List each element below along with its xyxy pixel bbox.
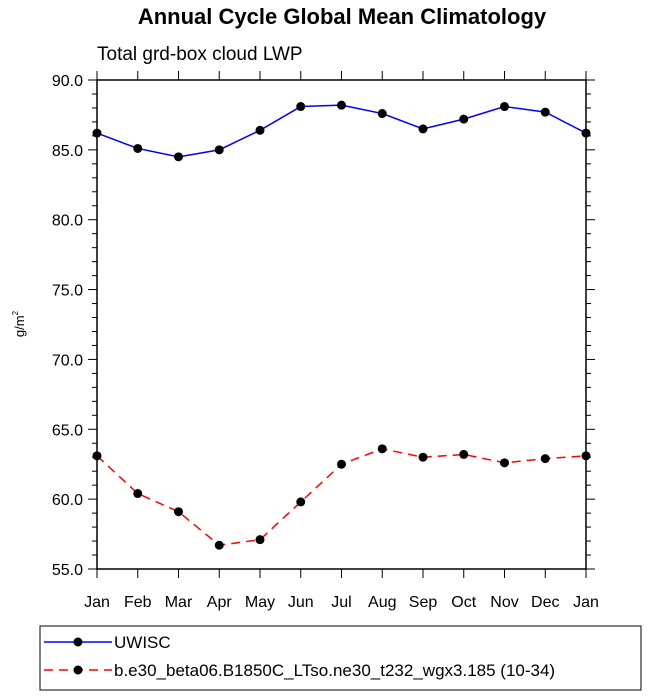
y-tick-label: 55.0	[52, 562, 83, 579]
data-point-series2	[337, 459, 346, 469]
data-point-series1	[418, 124, 428, 134]
y-tick-label: 80.0	[52, 213, 83, 230]
data-point-series1	[255, 125, 265, 135]
x-tick-label: Apr	[207, 594, 233, 611]
x-tick-label: Dec	[531, 594, 559, 611]
data-point-series2	[133, 489, 143, 499]
data-point-series2	[418, 452, 428, 462]
data-point-series1	[540, 107, 550, 117]
x-tick-label: Jan	[573, 594, 599, 611]
chart-subtitle: Total grd-box cloud LWP	[97, 44, 303, 65]
data-point-series2	[92, 451, 102, 461]
x-tick-label: Jan	[84, 594, 110, 611]
svg-text:g/m2: g/m2	[11, 310, 27, 337]
x-tick-label: Feb	[124, 594, 152, 611]
legend-marker-2	[73, 665, 83, 675]
data-point-series1	[92, 128, 102, 138]
data-point-series1	[337, 100, 346, 110]
x-tick-label: May	[245, 594, 275, 611]
y-tick-label: 85.0	[52, 143, 83, 160]
data-point-series1	[500, 102, 509, 112]
data-point-series1	[174, 152, 183, 162]
data-point-series2	[581, 451, 591, 461]
data-point-series1	[133, 143, 143, 153]
y-axis-label-superscript: 2	[11, 310, 20, 315]
legend-marker-1	[73, 637, 83, 647]
data-point-series2	[540, 454, 550, 464]
y-tick-label: 65.0	[52, 422, 83, 439]
data-point-series2	[459, 449, 469, 459]
data-point-series2	[377, 444, 387, 454]
data-point-series2	[214, 540, 224, 550]
legend-label-2: b.e30_beta06.B1850C_LTso.ne30_t232_wgx3.…	[114, 661, 555, 680]
legend-label-1: UWISC	[114, 633, 171, 652]
x-tick-label: Sep	[409, 594, 438, 611]
data-point-series2	[296, 497, 306, 507]
y-tick-label: 90.0	[52, 73, 83, 90]
chart-title: Annual Cycle Global Mean Climatology	[138, 4, 547, 29]
data-point-series1	[459, 114, 469, 124]
series-line-1	[96, 104, 587, 158]
axis-ticks	[88, 71, 595, 578]
data-point-series2	[255, 535, 265, 545]
y-tick-label: 75.0	[52, 283, 83, 300]
series-lines	[96, 104, 587, 547]
legend-box	[39, 625, 642, 691]
legend: UWISC b.e30_beta06.B1850C_LTso.ne30_t232_…	[39, 625, 642, 691]
x-tick-label: Aug	[368, 594, 396, 611]
plot-frame	[96, 79, 587, 570]
x-tick-label: Jul	[331, 594, 351, 611]
y-axis-label-base: g/m	[12, 315, 27, 337]
y-tick-label: 60.0	[52, 492, 83, 509]
y-axis-label: g/m2	[11, 310, 27, 337]
data-point-series1	[581, 128, 591, 138]
data-point-series1	[296, 102, 306, 112]
x-tick-label: Mar	[165, 594, 193, 611]
data-point-series1	[214, 145, 224, 155]
data-point-series2	[500, 458, 509, 468]
axis-tick-labels: 55.0 60.0 65.0 70.0 75.0 80.0 85.0 90.0 Jan Feb Ma…	[52, 73, 599, 611]
x-tick-label: Oct	[451, 594, 476, 611]
series-markers	[92, 100, 591, 550]
y-tick-label: 70.0	[52, 352, 83, 369]
data-point-series1	[377, 109, 387, 119]
data-point-series2	[174, 507, 183, 517]
x-tick-label: Jun	[288, 594, 314, 611]
x-tick-label: Nov	[490, 594, 518, 611]
